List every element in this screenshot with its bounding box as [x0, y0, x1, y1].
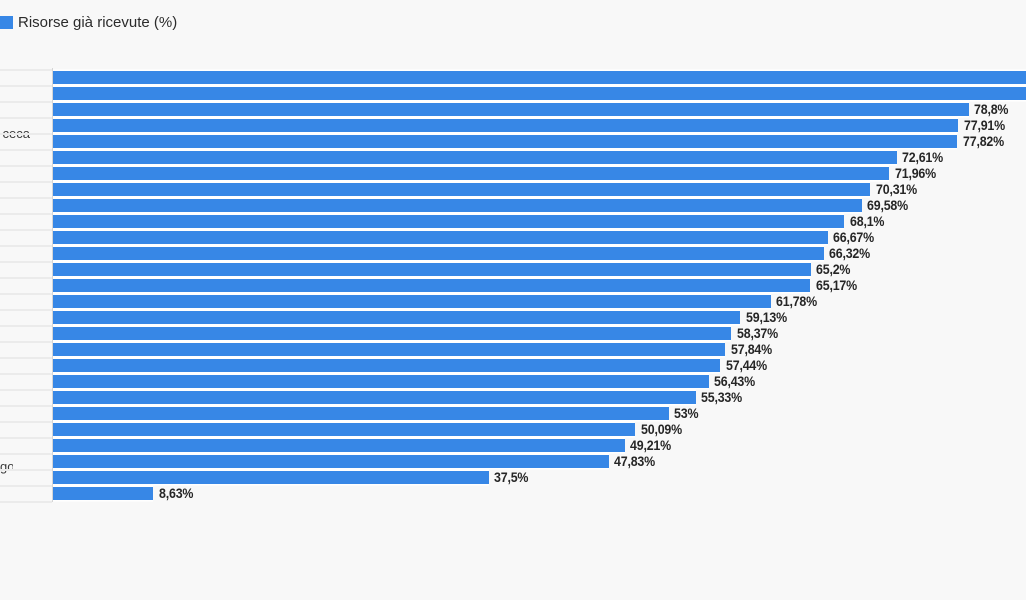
- bar-value-label: 59,13%: [745, 310, 787, 325]
- bar[interactable]: [53, 439, 625, 452]
- legend-label: Risorse già ricevute (%): [18, 14, 178, 31]
- bar-value-label: 49,21%: [630, 438, 672, 453]
- bar[interactable]: [53, 135, 958, 148]
- grid-line: [0, 180, 52, 183]
- legend-item[interactable]: Risorse già ricevute (%): [0, 15, 177, 30]
- bar-value-label: 57,84%: [730, 342, 772, 357]
- grid-line: [0, 324, 52, 327]
- grid-line: [0, 436, 52, 439]
- bar[interactable]: [53, 343, 726, 356]
- bar-value-label: 8,63%: [158, 486, 194, 501]
- bar-value-label: 55,33%: [701, 390, 743, 405]
- grid-line: [0, 132, 52, 135]
- grid-line: [0, 452, 52, 455]
- bar[interactable]: [53, 151, 897, 164]
- bar[interactable]: [53, 295, 771, 308]
- bar[interactable]: [53, 407, 669, 420]
- grid-line: [0, 500, 52, 503]
- bar[interactable]: [53, 247, 824, 260]
- bar-value-label: 72,61%: [902, 150, 944, 165]
- bar-value-label: 65,17%: [815, 278, 857, 293]
- bar-value-label: 47,83%: [614, 454, 656, 469]
- bar[interactable]: [53, 71, 1026, 84]
- bar[interactable]: [53, 279, 811, 292]
- grid-line: [0, 116, 52, 119]
- bar-value-label: 37,5%: [494, 470, 529, 485]
- grid-line: [0, 164, 52, 167]
- bar[interactable]: [53, 231, 828, 244]
- bar[interactable]: [53, 327, 732, 340]
- grid-line: [0, 420, 52, 423]
- grid-line: [0, 388, 52, 391]
- bar[interactable]: [53, 199, 862, 212]
- bar-value-label: 53%: [674, 406, 699, 421]
- grid-line: [0, 84, 52, 87]
- grid-line: [0, 372, 52, 375]
- grid-line: [0, 196, 52, 199]
- grid-line: [0, 340, 52, 343]
- bar-value-label: 68,1%: [849, 214, 885, 229]
- bar-value-label: 57,44%: [725, 358, 767, 373]
- bar[interactable]: [53, 359, 721, 372]
- legend-swatch-icon: [0, 16, 13, 29]
- bar-value-label: 50,09%: [640, 422, 682, 437]
- bar[interactable]: [53, 215, 845, 228]
- bar[interactable]: [53, 391, 696, 404]
- bar-value-label: 77,91%: [963, 118, 1005, 133]
- grid-line: [0, 148, 52, 151]
- bar-value-label: 56,43%: [714, 374, 756, 389]
- bar-value-label: 66,67%: [833, 230, 875, 245]
- bar[interactable]: [53, 455, 609, 468]
- bar-value-label: 77,82%: [962, 134, 1004, 149]
- bar[interactable]: [53, 183, 870, 196]
- bar[interactable]: [53, 471, 489, 484]
- bar[interactable]: [53, 87, 1026, 100]
- bar-value-label: 71,96%: [894, 166, 936, 181]
- bar-value-label: 70,31%: [875, 182, 917, 197]
- grid-line: [0, 244, 52, 247]
- grid-line: [0, 100, 52, 103]
- grid-line: [0, 308, 52, 311]
- bar-value-label: 78,8%: [974, 102, 1009, 117]
- bar-value-label: 61,78%: [776, 294, 818, 309]
- grid-line: [0, 68, 52, 71]
- category-label-fragment-go: go: [0, 460, 13, 474]
- grid-line: [0, 212, 52, 215]
- grid-line: [0, 260, 52, 263]
- bar[interactable]: [53, 119, 959, 132]
- grid-line: [0, 292, 52, 295]
- grid-line: [0, 276, 52, 279]
- bar[interactable]: [53, 423, 636, 436]
- grid-line: [0, 228, 52, 231]
- grid-line: [0, 356, 52, 359]
- bar[interactable]: [53, 487, 154, 500]
- grid-line: [0, 404, 52, 407]
- bar[interactable]: [53, 103, 969, 116]
- bar[interactable]: [53, 167, 890, 180]
- bar[interactable]: [53, 263, 811, 276]
- grid-line: [0, 484, 52, 487]
- bar[interactable]: [53, 375, 709, 388]
- y-axis-line: [52, 68, 53, 502]
- bar-value-label: 65,2%: [816, 262, 851, 277]
- bar[interactable]: [53, 311, 741, 324]
- grid-line: [0, 468, 52, 471]
- bar-value-label: 69,58%: [867, 198, 909, 213]
- bar-value-label: 66,32%: [829, 246, 871, 261]
- bar-value-label: 58,37%: [736, 326, 778, 341]
